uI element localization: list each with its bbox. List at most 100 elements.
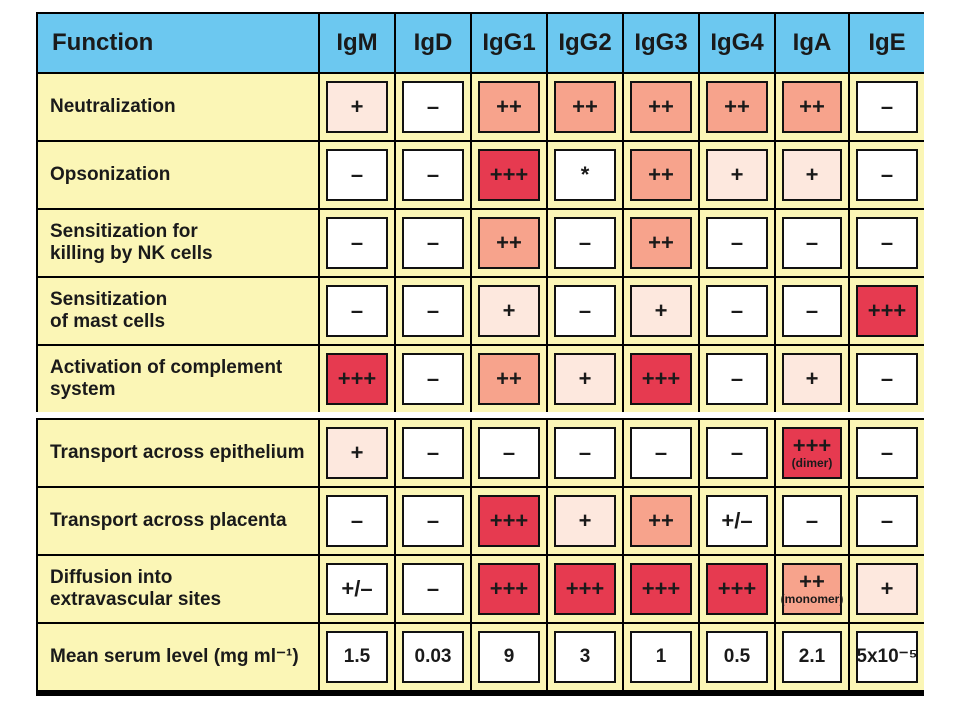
- value-box: +++: [630, 353, 692, 405]
- cell-igm: –: [320, 488, 394, 554]
- value-text: 5x10⁻⁵: [856, 646, 918, 667]
- cell-igd: –: [396, 142, 470, 208]
- value-text: –: [730, 298, 744, 323]
- value-text: –: [880, 230, 894, 255]
- value-text: –: [426, 230, 440, 255]
- value-box: –: [554, 427, 616, 479]
- value-text: 2.1: [798, 646, 826, 667]
- cell-igg4: +: [700, 142, 774, 208]
- value-text: –: [350, 230, 364, 255]
- row-label: Mean serum level (mg ml⁻¹): [38, 624, 318, 690]
- value-box: +: [630, 285, 692, 337]
- row-label: Diffusion into extravascular sites: [38, 556, 318, 622]
- header-function: Function: [38, 14, 318, 72]
- value-box: +: [706, 149, 768, 201]
- value-text: +: [502, 298, 516, 323]
- cell-igg3: ++: [624, 142, 698, 208]
- cell-igg4: +/–: [700, 488, 774, 554]
- cell-igg3: +: [624, 278, 698, 344]
- value-box: 0.03: [402, 631, 464, 683]
- value-box: ++: [630, 495, 692, 547]
- cell-ige: –: [850, 142, 924, 208]
- value-box: +: [478, 285, 540, 337]
- value-box: –: [402, 353, 464, 405]
- row-label: Opsonization: [38, 142, 318, 208]
- value-box: +++: [326, 353, 388, 405]
- value-text: +: [730, 162, 744, 187]
- value-text: –: [730, 230, 744, 255]
- value-box: +/–: [326, 563, 388, 615]
- value-box: –: [706, 353, 768, 405]
- cell-igg4: –: [700, 278, 774, 344]
- value-box: –: [554, 217, 616, 269]
- value-box: +++: [554, 563, 616, 615]
- row-label: Neutralization: [38, 74, 318, 140]
- value-text: +++: [565, 576, 605, 601]
- value-text: –: [578, 298, 592, 323]
- cell-igd: –: [396, 278, 470, 344]
- value-text: +++: [792, 433, 832, 458]
- cell-igg3: ++: [624, 488, 698, 554]
- value-box: –: [630, 427, 692, 479]
- value-text: +: [350, 94, 364, 119]
- value-box: –: [402, 495, 464, 547]
- value-text: +++: [641, 576, 681, 601]
- cell-igg2: –: [548, 210, 622, 276]
- value-box: –: [326, 495, 388, 547]
- cell-igd: –: [396, 556, 470, 622]
- cell-igg1: +++: [472, 488, 546, 554]
- value-text: –: [426, 440, 440, 465]
- cell-igg1: ++: [472, 210, 546, 276]
- value-box: ++: [554, 81, 616, 133]
- value-box: 1.5: [326, 631, 388, 683]
- cell-igd: –: [396, 74, 470, 140]
- row-label: Sensitization for killing by NK cells: [38, 210, 318, 276]
- cell-ige: –: [850, 346, 924, 412]
- value-box: –: [782, 217, 842, 269]
- cell-ige: –: [850, 420, 924, 486]
- cell-igd: –: [396, 488, 470, 554]
- value-text: +++: [489, 162, 529, 187]
- value-text: +++: [489, 508, 529, 533]
- value-text: –: [426, 366, 440, 391]
- value-text: 0.03: [414, 646, 452, 667]
- value-text: –: [805, 230, 819, 255]
- value-text: –: [578, 230, 592, 255]
- value-box: ++: [630, 81, 692, 133]
- cell-igd: –: [396, 346, 470, 412]
- value-text: +/–: [341, 576, 373, 601]
- value-text: ++: [648, 162, 674, 187]
- value-box: +++: [478, 495, 540, 547]
- value-text: 1: [655, 646, 667, 667]
- cell-igm: +: [320, 74, 394, 140]
- value-box: 3: [554, 631, 616, 683]
- value-text: *: [580, 162, 590, 187]
- value-box: +: [326, 81, 388, 133]
- value-box: –: [478, 427, 540, 479]
- value-box: 5x10⁻⁵: [856, 631, 918, 683]
- header-igg3: IgG3: [624, 14, 698, 72]
- value-box: ++: [478, 81, 540, 133]
- value-box: 0.5: [706, 631, 768, 683]
- value-text: –: [502, 440, 516, 465]
- value-text: –: [350, 298, 364, 323]
- cell-iga: –: [776, 278, 848, 344]
- cell-igg3: +++: [624, 346, 698, 412]
- value-box: ++: [478, 217, 540, 269]
- value-text: +: [805, 162, 819, 187]
- row-label: Activation of complement system: [38, 346, 318, 412]
- value-box: +: [554, 353, 616, 405]
- value-box: –: [782, 495, 842, 547]
- cell-iga: 2.1: [776, 624, 848, 690]
- value-text: +++: [337, 366, 377, 391]
- value-box: –: [402, 563, 464, 615]
- cell-igg2: ++: [548, 74, 622, 140]
- value-box: –: [856, 495, 918, 547]
- cell-igg2: +++: [548, 556, 622, 622]
- value-text: ++: [648, 230, 674, 255]
- header-iga: IgA: [776, 14, 848, 72]
- value-box: ++: [630, 217, 692, 269]
- value-text: –: [654, 440, 668, 465]
- value-text: +: [880, 576, 894, 601]
- value-box: –: [326, 149, 388, 201]
